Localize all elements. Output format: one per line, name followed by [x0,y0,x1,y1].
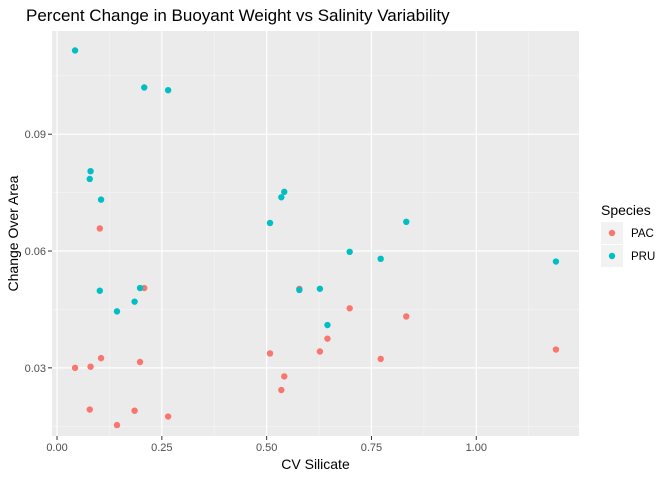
data-point-pru [281,188,288,196]
data-point-pac [86,406,93,413]
data-point-pru [164,86,172,94]
data-point-pac [96,225,103,232]
data-point-pac [71,364,79,372]
data-point-pru [96,287,103,294]
legend-label-pac: PAC [631,228,654,240]
data-point-pac [87,363,94,370]
data-point-pru [324,321,331,329]
data-point-pac [552,346,560,353]
minor-gridlines [52,31,579,436]
legend-title: Species [601,202,651,218]
x-axis-ticks: 0.00 0.25 0.50 0.75 1.00 [46,436,487,454]
data-point-pru [136,284,144,292]
data-point-pac [278,386,285,394]
data-point-pru [316,285,324,292]
data-points [71,47,560,429]
major-gridlines [52,31,579,436]
legend: Species PAC PRU [601,202,655,267]
data-point-pru [403,218,410,226]
data-point-pac [136,358,144,366]
data-point-pru [266,219,274,227]
legend-symbol-pru [608,252,616,260]
legend-label-pru: PRU [631,251,655,263]
y-tick-label: 0.06 [25,246,46,258]
data-point-pac [266,350,274,357]
data-point-pac [281,373,288,380]
chart-title: Percent Change in Buoyant Weight vs Sali… [26,6,450,25]
data-point-pru [278,194,285,201]
data-point-pac [131,407,138,414]
data-point-pac [403,313,410,320]
y-axis-title: Change Over Area [5,175,21,291]
legend-symbol-pac [608,229,616,237]
x-axis-title: CV Silicate [281,456,350,472]
data-point-pru [97,196,105,203]
data-point-pac [377,355,384,363]
data-point-pac [164,413,172,420]
data-point-pru [377,255,384,263]
data-point-pru [131,298,138,305]
data-point-pru [141,84,148,91]
data-point-pac [97,354,105,362]
y-tick-label: 0.09 [25,129,46,141]
data-point-pac [346,305,353,312]
x-tick-label: 0.25 [151,442,172,454]
y-axis-ticks: 0.03 0.06 0.09 [25,129,52,375]
x-tick-label: 0.00 [46,442,67,454]
data-point-pac [113,421,121,429]
data-point-pru [87,167,94,175]
y-tick-label: 0.03 [25,363,46,375]
x-tick-label: 0.50 [256,442,277,454]
data-point-pru [71,47,79,54]
data-point-pru [86,175,93,183]
x-tick-label: 0.75 [361,442,382,454]
x-tick-label: 1.00 [466,442,487,454]
data-point-pru [552,258,560,265]
data-point-pac [316,348,324,355]
data-point-pru [296,286,303,294]
plot-panel [52,31,579,436]
data-point-pru [346,248,353,256]
data-point-pac [324,335,331,342]
data-point-pru [113,308,121,315]
